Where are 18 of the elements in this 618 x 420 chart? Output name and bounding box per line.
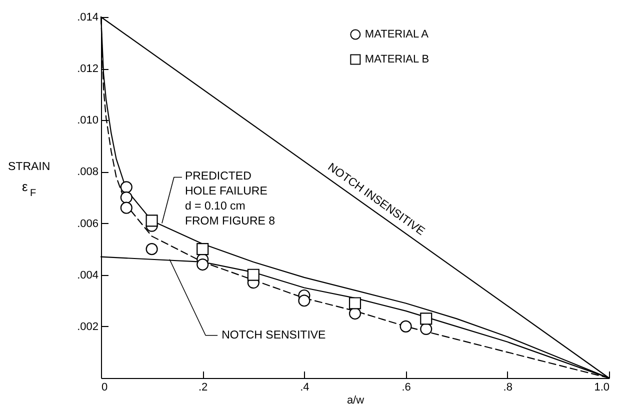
x-tick-label: .8 — [503, 382, 512, 394]
annotation: NOTCH SENSITIVE — [222, 329, 326, 342]
y-tick-label: .002 — [77, 320, 98, 333]
x-tick-label: .6 — [402, 382, 411, 394]
annotation: PREDICTED HOLE FAILURE d = 0.10 cm FROM FIGURE 8 — [184, 170, 276, 228]
legend-label: MATERIAL B — [364, 54, 430, 66]
x-tick-label: .4 — [300, 382, 310, 394]
x-tick-label: .2 — [198, 382, 208, 394]
x-axis-title: a/w — [346, 394, 364, 406]
y-tick-label: .012 — [77, 63, 98, 76]
y-tick-label: .014 — [77, 12, 98, 24]
x-tick-label: 0 — [102, 382, 108, 394]
x-tick-label: 1.0 — [594, 382, 610, 394]
y-tick-label: .008 — [77, 166, 98, 178]
y-tick-label: .006 — [77, 218, 98, 230]
y-tick-label: .010 — [77, 114, 98, 127]
y-tick-label: .004 — [77, 269, 98, 282]
legend-label: MATERIAL A — [364, 28, 430, 40]
